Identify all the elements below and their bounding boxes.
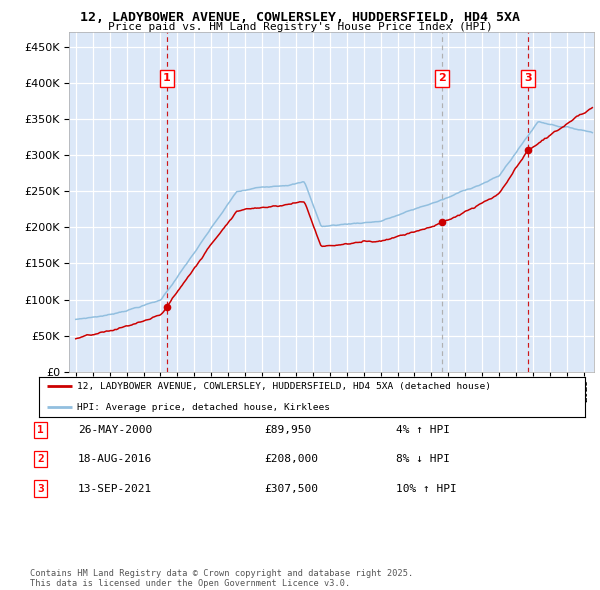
Text: £208,000: £208,000 xyxy=(264,454,318,464)
Text: 12, LADYBOWER AVENUE, COWLERSLEY, HUDDERSFIELD, HD4 5XA (detached house): 12, LADYBOWER AVENUE, COWLERSLEY, HUDDER… xyxy=(77,382,491,391)
Text: 4% ↑ HPI: 4% ↑ HPI xyxy=(396,425,450,435)
Text: 26-MAY-2000: 26-MAY-2000 xyxy=(78,425,152,435)
Text: Price paid vs. HM Land Registry's House Price Index (HPI): Price paid vs. HM Land Registry's House … xyxy=(107,22,493,32)
Text: 2: 2 xyxy=(438,73,446,83)
Text: £307,500: £307,500 xyxy=(264,484,318,493)
Text: £89,950: £89,950 xyxy=(264,425,311,435)
Text: HPI: Average price, detached house, Kirklees: HPI: Average price, detached house, Kirk… xyxy=(77,402,330,412)
Text: 1: 1 xyxy=(37,425,44,435)
Text: 8% ↓ HPI: 8% ↓ HPI xyxy=(396,454,450,464)
Text: 13-SEP-2021: 13-SEP-2021 xyxy=(78,484,152,493)
Text: 1: 1 xyxy=(163,73,171,83)
Text: 3: 3 xyxy=(37,484,44,493)
Text: 2: 2 xyxy=(37,454,44,464)
Text: 3: 3 xyxy=(524,73,532,83)
Text: 18-AUG-2016: 18-AUG-2016 xyxy=(78,454,152,464)
Text: 10% ↑ HPI: 10% ↑ HPI xyxy=(396,484,457,493)
Text: 12, LADYBOWER AVENUE, COWLERSLEY, HUDDERSFIELD, HD4 5XA: 12, LADYBOWER AVENUE, COWLERSLEY, HUDDER… xyxy=(80,11,520,24)
Text: Contains HM Land Registry data © Crown copyright and database right 2025.
This d: Contains HM Land Registry data © Crown c… xyxy=(30,569,413,588)
